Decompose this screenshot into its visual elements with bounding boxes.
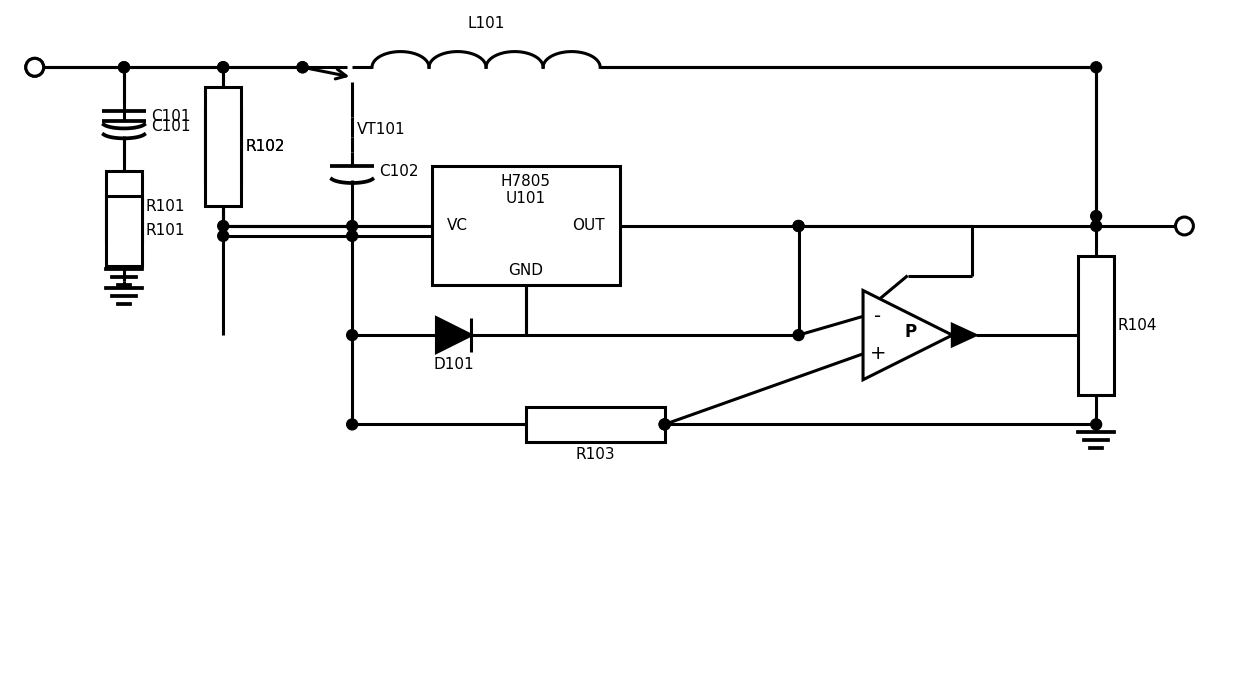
Text: OUT: OUT (573, 218, 605, 234)
Text: C101: C101 (151, 109, 190, 124)
Circle shape (660, 419, 670, 430)
Text: C101: C101 (151, 120, 190, 134)
Circle shape (298, 62, 308, 73)
Text: VT101: VT101 (357, 122, 405, 137)
Bar (432, 167, 620, 286)
Circle shape (218, 231, 228, 241)
Circle shape (794, 329, 804, 341)
Bar (193, 58, 253, 236)
Circle shape (794, 220, 804, 231)
Bar (107, 172, 141, 241)
Circle shape (1176, 217, 1193, 235)
Circle shape (26, 58, 43, 76)
Text: R104: R104 (1118, 318, 1157, 333)
Text: R102: R102 (246, 139, 284, 154)
Bar (25, 42, 233, 72)
Circle shape (1091, 62, 1101, 73)
Polygon shape (863, 291, 952, 379)
Text: +: + (869, 344, 887, 363)
Circle shape (218, 62, 228, 73)
Circle shape (347, 220, 357, 231)
Bar (206, 87, 241, 206)
Text: R103: R103 (575, 447, 615, 462)
Circle shape (794, 220, 804, 231)
Circle shape (660, 419, 670, 430)
Text: D101: D101 (434, 357, 474, 373)
Polygon shape (952, 325, 976, 346)
Circle shape (218, 62, 228, 73)
Circle shape (119, 62, 129, 73)
Circle shape (1091, 211, 1101, 222)
Text: -: - (874, 307, 882, 326)
Bar (206, 109, 241, 184)
Bar (84, 47, 164, 395)
Bar (1079, 256, 1114, 395)
Circle shape (218, 220, 228, 231)
Circle shape (298, 62, 308, 73)
Circle shape (26, 58, 43, 76)
Text: C102: C102 (379, 164, 418, 179)
Text: R101: R101 (146, 199, 185, 213)
Text: R102: R102 (246, 139, 284, 154)
Circle shape (347, 419, 357, 430)
Circle shape (347, 231, 357, 241)
Circle shape (119, 62, 129, 73)
Text: P: P (905, 323, 916, 341)
Polygon shape (436, 318, 471, 352)
Circle shape (1091, 220, 1101, 231)
Circle shape (347, 329, 357, 341)
Text: H7805: H7805 (501, 174, 551, 189)
Text: GND: GND (508, 263, 543, 278)
Bar (526, 407, 665, 442)
Text: VC: VC (446, 218, 467, 234)
Text: L101: L101 (467, 16, 505, 31)
Text: R101: R101 (146, 223, 185, 238)
Circle shape (1091, 419, 1101, 430)
Text: U101: U101 (506, 190, 546, 206)
Bar (107, 196, 141, 265)
